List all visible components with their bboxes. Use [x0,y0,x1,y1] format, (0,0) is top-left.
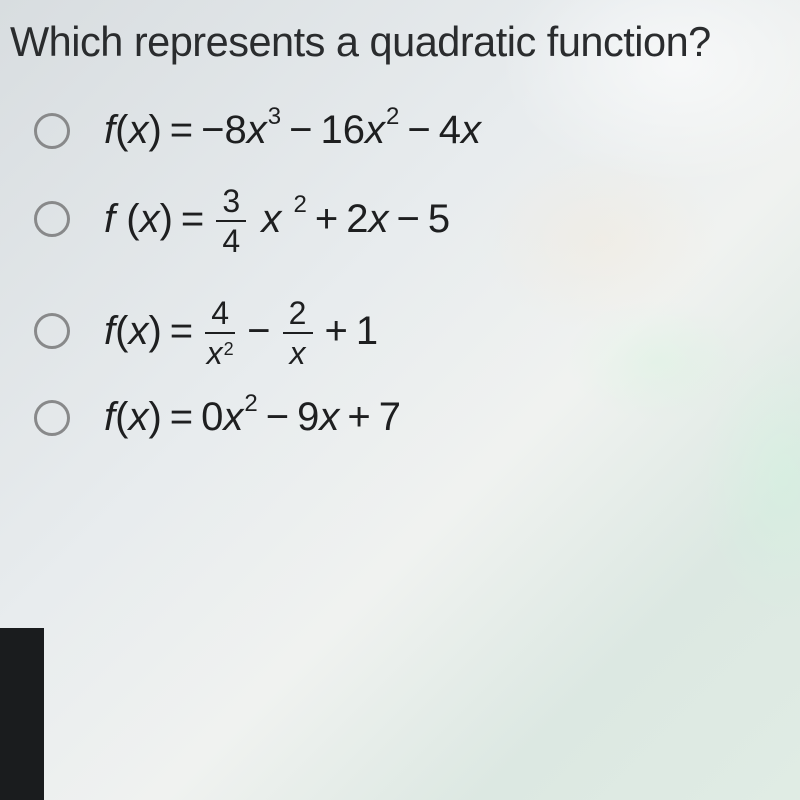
equation-a: f(x) = −8x3 − 16x2 − 4x [104,108,481,153]
option-a[interactable]: f(x) = −8x3 − 16x2 − 4x [34,108,790,153]
quiz-content: Which represents a quadratic function? f… [0,0,800,440]
radio-a[interactable] [34,113,70,149]
fraction-4-xsq: 4 x2 [205,297,235,369]
radio-d[interactable] [34,400,70,436]
fraction-3-4: 3 4 [216,185,246,257]
equation-d: f(x) = 0x2 − 9x + 7 [104,395,401,440]
radio-b[interactable] [34,201,70,237]
option-d[interactable]: f(x) = 0x2 − 9x + 7 [34,395,790,440]
equation-c: f(x) = 4 x2 − 2 x + 1 [104,295,378,367]
dark-margin [0,628,44,800]
options-list: f(x) = −8x3 − 16x2 − 4x f (x) = 3 4 x 2 … [10,108,790,440]
question-text: Which represents a quadratic function? [10,18,790,66]
option-b[interactable]: f (x) = 3 4 x 2 + 2x − 5 [34,183,790,255]
option-c[interactable]: f(x) = 4 x2 − 2 x + 1 [34,295,790,367]
radio-c[interactable] [34,313,70,349]
equation-b: f (x) = 3 4 x 2 + 2x − 5 [104,183,450,255]
fraction-2-x: 2 x [283,297,313,369]
